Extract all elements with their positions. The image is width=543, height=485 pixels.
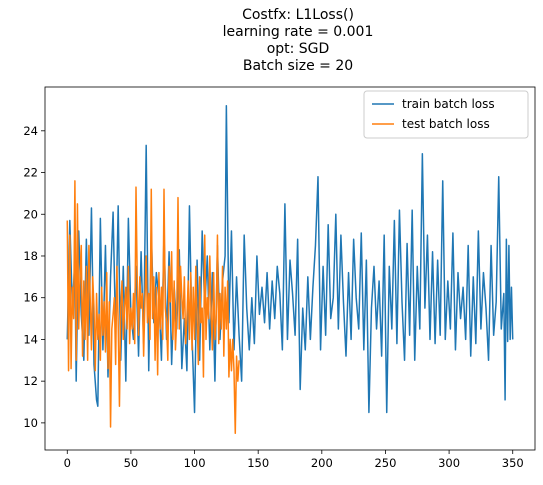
title-line-3: opt: SGD [267, 41, 330, 57]
plot-area-frame [44, 86, 536, 451]
legend: train batch loss test batch loss [363, 90, 529, 139]
y-tick-label: 12 [23, 374, 38, 388]
y-tick-label: 18 [23, 249, 38, 263]
series-line-test-batch-loss [66, 180, 240, 435]
legend-label-train: train batch loss [402, 97, 495, 111]
x-tick-label: 100 [184, 456, 206, 470]
chart-title: Costfx: L1Loss() learning rate = 0.001 o… [223, 7, 374, 74]
y-tick-label: 24 [23, 124, 38, 138]
x-tick-label: 150 [247, 456, 269, 470]
y-tick-label: 20 [23, 207, 38, 221]
y-tick-label: 16 [23, 291, 38, 305]
legend-label-test: test batch loss [402, 117, 490, 131]
x-tick-label: 0 [64, 456, 71, 470]
y-axis-ticks: 10 12 14 16 18 20 22 24 [23, 124, 45, 430]
x-tick-label: 250 [374, 456, 396, 470]
y-tick-label: 22 [23, 166, 38, 180]
x-tick-label: 300 [438, 456, 460, 470]
y-tick-label: 14 [23, 332, 38, 346]
title-line-1: Costfx: L1Loss() [242, 7, 354, 23]
x-tick-label: 200 [311, 456, 333, 470]
title-line-4: Batch size = 20 [243, 58, 353, 74]
x-axis-ticks: 0 50 100 150 200 250 300 350 [64, 450, 524, 470]
x-tick-label: 350 [502, 456, 524, 470]
legend-box [363, 90, 529, 139]
x-tick-label: 50 [124, 456, 139, 470]
title-line-2: learning rate = 0.001 [223, 24, 374, 40]
series-line-train-batch-loss [66, 105, 514, 414]
y-tick-label: 10 [23, 416, 38, 430]
